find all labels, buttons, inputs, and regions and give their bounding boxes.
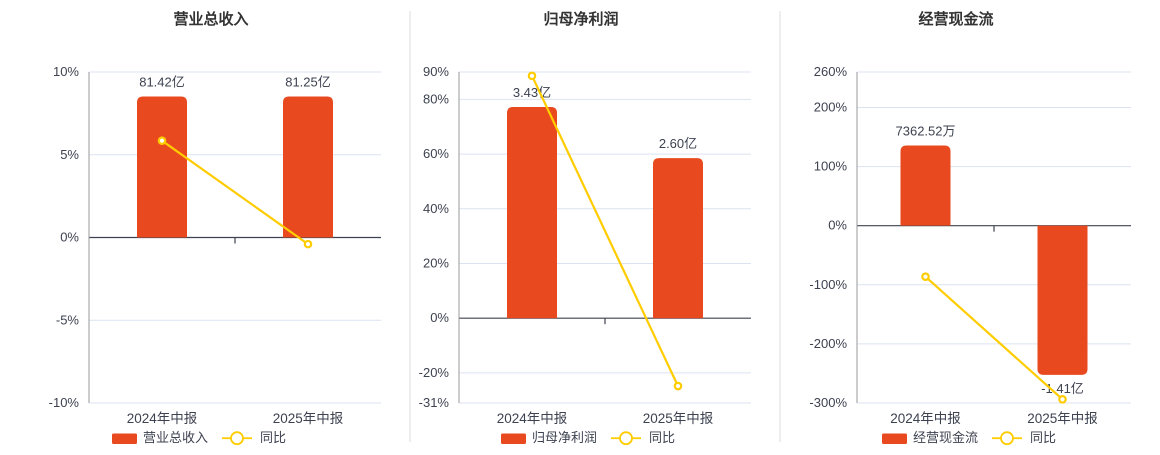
svg-text:100%: 100% (814, 159, 848, 174)
svg-text:2024年中报: 2024年中报 (890, 411, 961, 426)
svg-text:归母净利润: 归母净利润 (543, 10, 618, 28)
svg-text:经营现金流: 经营现金流 (913, 430, 978, 445)
svg-text:2025年中报: 2025年中报 (273, 411, 344, 426)
svg-text:经营现金流: 经营现金流 (918, 10, 993, 28)
svg-text:2024年中报: 2024年中报 (127, 411, 198, 426)
svg-text:同比: 同比 (649, 430, 675, 445)
svg-text:80%: 80% (423, 91, 449, 106)
svg-text:60%: 60% (423, 146, 449, 161)
svg-text:200%: 200% (814, 99, 848, 114)
svg-text:-100%: -100% (809, 277, 847, 292)
svg-text:-300%: -300% (809, 395, 847, 410)
svg-text:7362.52万: 7362.52万 (896, 124, 956, 139)
svg-text:-31%: -31% (419, 395, 450, 410)
svg-text:3.43亿: 3.43亿 (513, 85, 551, 100)
svg-text:-20%: -20% (419, 365, 450, 380)
svg-text:81.25亿: 81.25亿 (285, 74, 331, 89)
svg-text:0%: 0% (60, 230, 79, 245)
svg-text:90%: 90% (423, 64, 449, 79)
svg-text:40%: 40% (423, 201, 449, 216)
svg-text:-200%: -200% (809, 336, 847, 351)
svg-text:2024年中报: 2024年中报 (497, 411, 568, 426)
svg-text:81.42亿: 81.42亿 (139, 74, 185, 89)
svg-text:260%: 260% (814, 64, 848, 79)
svg-text:0%: 0% (430, 310, 449, 325)
svg-text:-5%: -5% (56, 312, 80, 327)
svg-text:20%: 20% (423, 255, 449, 270)
svg-text:同比: 同比 (260, 430, 286, 445)
svg-text:10%: 10% (53, 64, 79, 79)
svg-text:0%: 0% (828, 218, 847, 233)
svg-text:2025年中报: 2025年中报 (643, 411, 714, 426)
svg-text:5%: 5% (60, 147, 79, 162)
svg-text:归母净利润: 归母净利润 (532, 430, 597, 445)
svg-text:同比: 同比 (1030, 430, 1056, 445)
svg-text:-10%: -10% (49, 395, 80, 410)
svg-text:2025年中报: 2025年中报 (1027, 411, 1098, 426)
svg-text:营业总收入: 营业总收入 (173, 10, 248, 28)
svg-text:营业总收入: 营业总收入 (143, 430, 208, 445)
svg-text:-1.41亿: -1.41亿 (1041, 381, 1084, 396)
svg-text:2.60亿: 2.60亿 (659, 136, 697, 151)
